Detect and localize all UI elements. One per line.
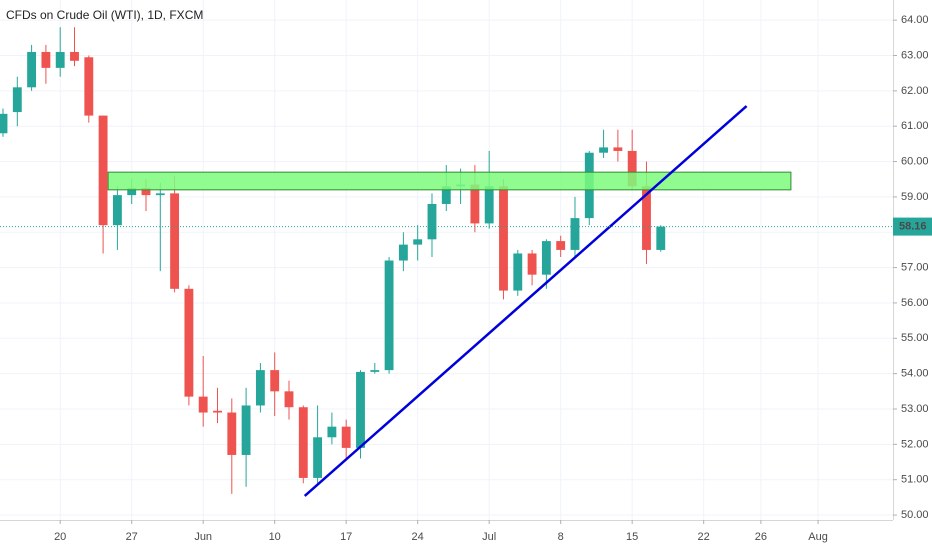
y-tick-label: 55.00 xyxy=(901,332,929,344)
last-price-badge xyxy=(893,217,932,236)
candle-body xyxy=(255,370,265,406)
candle-body xyxy=(556,241,566,250)
y-tick-label: 64.00 xyxy=(901,14,929,26)
candle-body xyxy=(441,186,451,204)
candle-body xyxy=(155,193,165,196)
y-tick-label: 61.00 xyxy=(901,120,929,132)
candle-body xyxy=(84,57,94,116)
candle-body xyxy=(55,51,65,68)
candle-body xyxy=(227,412,237,455)
labels: 50.00 51.00 52.00 53.00 54.00 55.00 56.00 57.00… xyxy=(54,14,932,543)
candle-body xyxy=(413,239,423,245)
x-tick-label: 8 xyxy=(558,531,564,543)
candle-body xyxy=(112,195,122,226)
candle-body xyxy=(27,51,37,88)
candle-body xyxy=(599,147,609,153)
trend-line xyxy=(303,105,748,497)
candle-body xyxy=(241,405,251,455)
x-tick-label: Jul xyxy=(482,531,496,543)
candle-body xyxy=(513,253,523,291)
y-tick-label: 60.00 xyxy=(901,155,929,167)
candle-body xyxy=(541,241,551,275)
x-tick-label: 20 xyxy=(54,531,66,543)
candle-body xyxy=(341,426,351,448)
candle-body xyxy=(198,396,208,413)
x-tick-label: 24 xyxy=(412,531,424,543)
x-tick-label: 15 xyxy=(626,531,638,543)
candle-body xyxy=(384,260,394,371)
candle-body xyxy=(98,115,108,226)
y-tick-label: 59.00 xyxy=(901,191,929,203)
x-tick-label: 22 xyxy=(698,531,710,543)
candle-body xyxy=(141,188,151,196)
candle-body xyxy=(627,150,637,187)
chart-title: CFDs on Crude Oil (WTI), 1D, FXCM xyxy=(6,8,203,22)
candle-body xyxy=(70,51,79,61)
x-tick-label: 10 xyxy=(269,531,281,543)
y-tick-label: 62.00 xyxy=(901,85,929,97)
last-price-label: 58.16 xyxy=(899,221,927,233)
y-tick-label: 56.00 xyxy=(901,297,929,309)
candle-body xyxy=(427,203,437,240)
y-tick-label: 57.00 xyxy=(901,262,929,274)
candle-body xyxy=(284,391,294,408)
candle-body xyxy=(570,218,580,250)
y-tick-label: 54.00 xyxy=(901,368,929,380)
candle-body xyxy=(370,370,380,372)
y-tick-label: 52.00 xyxy=(901,438,929,450)
candle-body xyxy=(12,87,22,113)
candle-body xyxy=(484,186,494,224)
y-tick-label: 50.00 xyxy=(901,509,929,521)
candle-body xyxy=(527,253,537,275)
candle-body xyxy=(41,51,51,68)
y-tick-label: 51.00 xyxy=(901,474,929,486)
candle-body xyxy=(642,186,651,250)
candle-body xyxy=(270,370,280,392)
candle-body xyxy=(470,184,480,224)
y-tick-label: 63.00 xyxy=(901,49,929,61)
candle-body xyxy=(398,244,408,261)
candle-body xyxy=(170,193,180,289)
x-tick-label: 27 xyxy=(126,531,138,543)
candle-body xyxy=(356,371,365,448)
resistance-zone xyxy=(107,171,792,191)
candle-body xyxy=(213,410,222,413)
candle-body xyxy=(656,226,666,250)
candle-body xyxy=(313,437,323,478)
x-tick-label: Jun xyxy=(194,531,212,543)
marks xyxy=(0,27,893,497)
candle-body xyxy=(327,426,337,438)
y-tick-label: 53.00 xyxy=(901,403,929,415)
candle-body xyxy=(127,188,137,196)
x-tick-label: 26 xyxy=(755,531,767,543)
candle-body xyxy=(499,186,508,291)
candle-body xyxy=(613,147,623,151)
grid xyxy=(0,0,893,520)
x-tick-label: Aug xyxy=(808,531,828,543)
candle-body xyxy=(184,288,194,397)
x-tick-label: 17 xyxy=(340,531,352,543)
candle-body xyxy=(298,407,308,478)
candle-body xyxy=(0,113,8,134)
